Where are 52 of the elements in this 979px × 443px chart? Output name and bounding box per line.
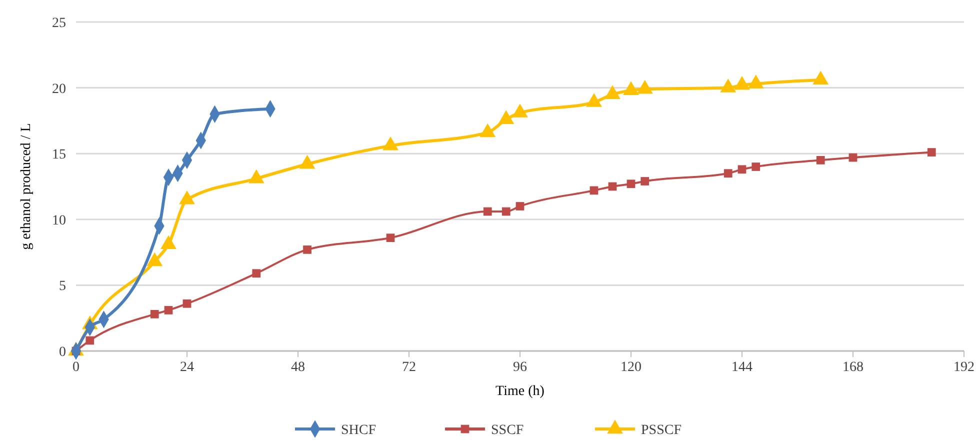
y-axis-title: g ethanol produced / L bbox=[19, 123, 34, 250]
point bbox=[812, 70, 829, 85]
legend-label: SHCF bbox=[341, 423, 376, 438]
y-tick-label: 25 bbox=[52, 16, 66, 31]
point bbox=[386, 234, 395, 242]
legend-label: PSSCF bbox=[641, 423, 682, 438]
point bbox=[502, 207, 510, 216]
point bbox=[303, 245, 312, 254]
point bbox=[724, 169, 732, 178]
point bbox=[608, 182, 617, 191]
point bbox=[738, 165, 746, 174]
point bbox=[752, 162, 760, 171]
point bbox=[636, 80, 653, 94]
point bbox=[848, 153, 858, 162]
x-tick-label: 24 bbox=[180, 360, 194, 375]
x-tick-label: 168 bbox=[842, 360, 864, 375]
x-tick-label: 48 bbox=[291, 360, 305, 375]
x-tick-label: 0 bbox=[72, 360, 80, 375]
x-tick-label: 144 bbox=[732, 360, 752, 375]
point bbox=[604, 85, 620, 99]
point bbox=[640, 177, 650, 186]
x-axis-title: Time (h) bbox=[496, 384, 545, 399]
y-tick-label: 15 bbox=[52, 148, 66, 163]
point bbox=[86, 336, 94, 345]
y-tick-label: 10 bbox=[52, 213, 66, 228]
point bbox=[626, 180, 636, 188]
point bbox=[150, 310, 159, 318]
y-tick-label: 5 bbox=[59, 279, 66, 294]
point bbox=[734, 76, 750, 90]
point bbox=[512, 104, 528, 118]
point bbox=[927, 148, 936, 156]
x-tick-label: 120 bbox=[620, 360, 642, 375]
point bbox=[164, 306, 173, 314]
point bbox=[252, 269, 261, 278]
point bbox=[516, 202, 524, 210]
point bbox=[748, 74, 764, 88]
x-tick-label: 72 bbox=[402, 360, 416, 375]
point bbox=[586, 93, 602, 107]
point bbox=[483, 207, 492, 216]
legend-label: SSCF bbox=[491, 423, 524, 438]
point bbox=[480, 123, 496, 138]
point bbox=[382, 136, 398, 150]
y-tick-label: 20 bbox=[52, 82, 66, 97]
y-tick-label: 0 bbox=[59, 345, 66, 360]
point bbox=[623, 81, 639, 96]
point bbox=[498, 110, 514, 124]
point bbox=[816, 156, 825, 164]
point bbox=[182, 299, 192, 308]
x-tick-label: 192 bbox=[954, 360, 974, 375]
x-tick-label: 96 bbox=[513, 360, 527, 375]
point bbox=[720, 78, 736, 92]
point bbox=[590, 186, 598, 195]
